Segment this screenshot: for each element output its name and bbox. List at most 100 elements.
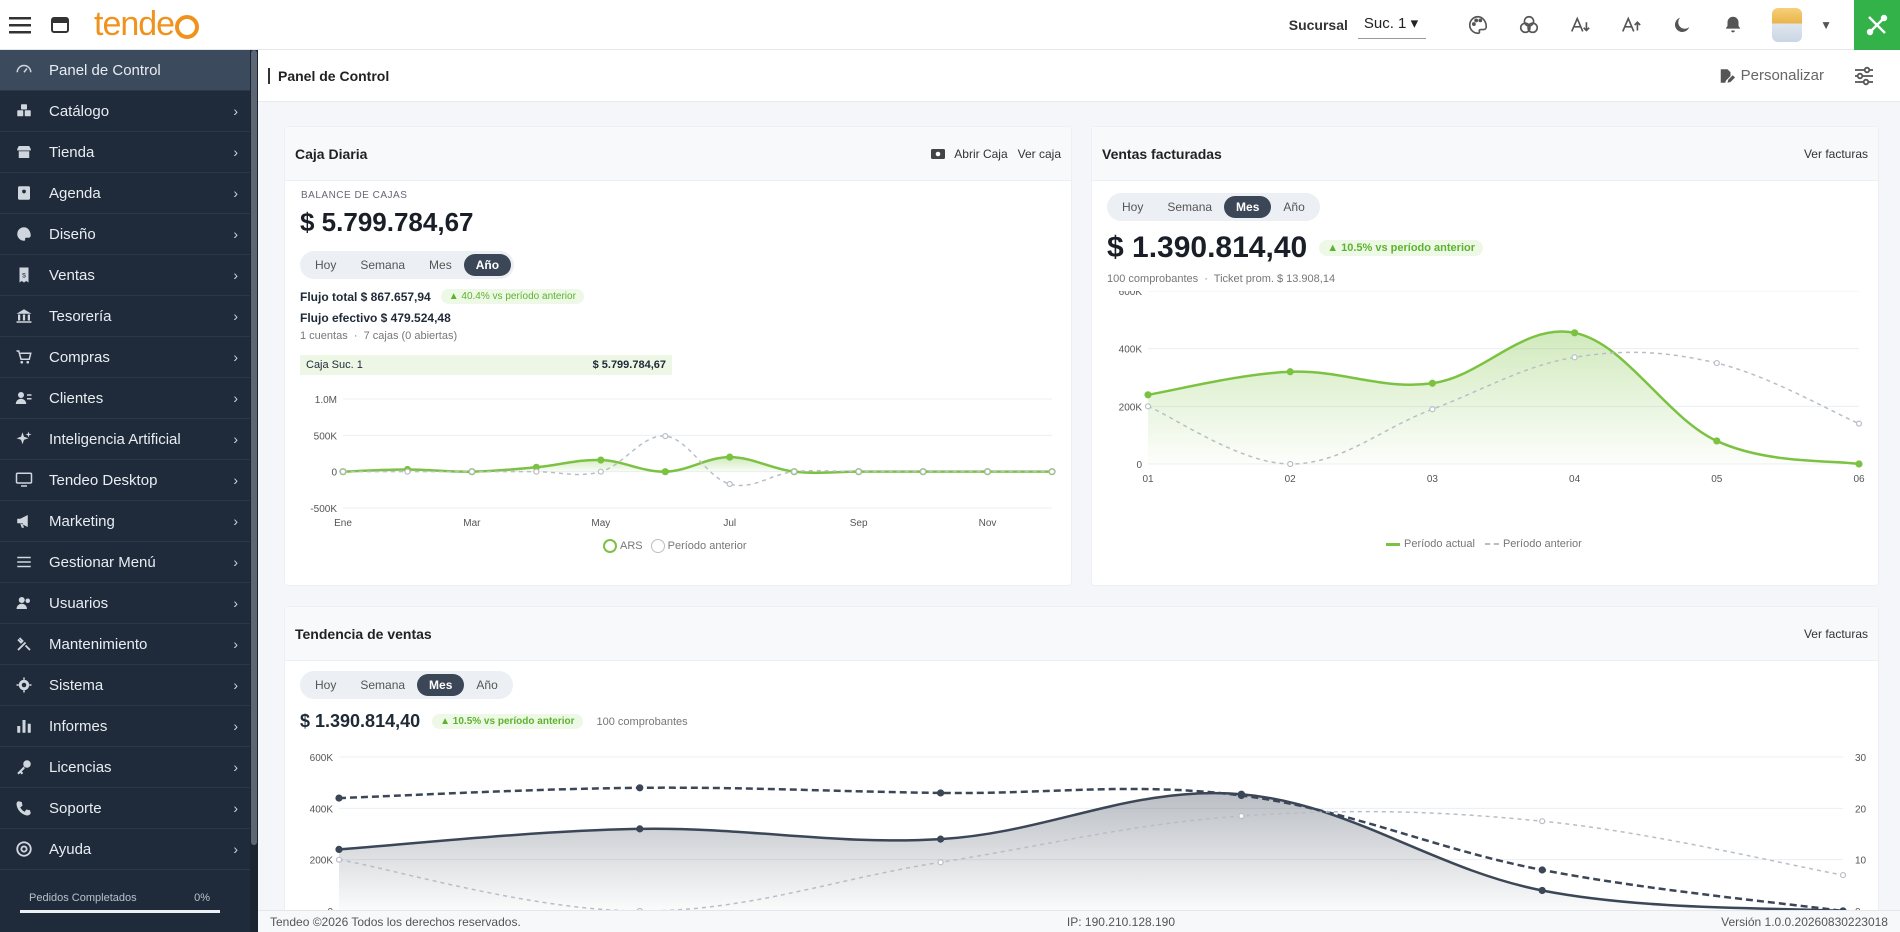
sidebar-scrollbar-thumb[interactable] [251,50,257,845]
series-comprobantes-line [338,786,1844,913]
sidebar-item-agenda[interactable]: Agenda › [0,173,250,214]
lifebuoy-icon [14,839,34,859]
sidebar-item-licencias[interactable]: Licencias › [0,747,250,788]
sidebar-item-ayuda[interactable]: Ayuda › [0,829,250,870]
ver-caja-link[interactable]: Ver caja [1017,146,1061,161]
series-periodo-anterior-point [984,468,991,475]
tab-mes[interactable]: Mes [417,674,465,696]
sidebar-item-label: Mantenimiento [49,635,148,653]
x-tick-label: 02 [1285,474,1297,485]
tab-mes[interactable]: Mes [1224,196,1272,218]
tab-hoy[interactable]: Hoy [315,258,337,272]
x-tick-label: 01 [1142,474,1154,485]
tendeo-logo[interactable]: tende [94,5,200,44]
sidebar-item-tesoreria[interactable]: Tesorería › [0,296,250,337]
caja-card-title: Caja Diaria [295,145,368,162]
sidebar-scrollbar[interactable] [250,50,258,932]
legend-anterior-icon[interactable] [1484,543,1499,545]
bell-icon[interactable] [1707,0,1758,50]
sidebar-item-label: Sistema [49,676,104,694]
sidebar-item-label: Ayuda [49,840,92,858]
legend-actual[interactable]: Período actual [1404,538,1475,550]
window-icon[interactable] [40,0,80,50]
tools-icon [14,634,34,654]
y-tick-label: 1.0M [315,395,337,406]
sidebar-item-gestionar-menu[interactable]: Gestionar Menú › [0,542,250,583]
series-periodo-anterior-point [937,859,944,866]
sidebar-item-ventas[interactable]: $ Ventas › [0,255,250,296]
font-decrease-icon[interactable] [1554,0,1605,50]
series-ventas-point [335,845,343,854]
tab-ano[interactable]: Año [463,254,512,276]
series-periodo-anterior-point [1287,460,1294,468]
abrir-caja-button[interactable]: Abrir Caja [930,147,1008,161]
sidebar-item-soporte[interactable]: Soporte › [0,788,250,829]
bank-icon [14,306,34,326]
x-tick-label: Sep [850,518,868,529]
chevron-right-icon: › [233,226,238,242]
tab-semana[interactable]: Semana [1167,200,1213,214]
series-ars-point [726,453,734,461]
moon-icon[interactable] [1656,0,1707,50]
x-tick-label: Ene [334,518,352,529]
sidebar-item-label: Diseño [49,225,96,243]
tendencia-ventas-card: Tendencia de ventas Ver facturas Hoy Sem… [284,606,1879,916]
series-periodo-actual-line [1147,330,1860,466]
sidebar: Panel de Control Catálogo › Tienda › Agenda › D… [0,50,258,932]
series-periodo-anterior-point [533,468,540,475]
personalize-label: Personalizar [1740,67,1824,84]
legend-ars[interactable]: ARS [620,540,643,552]
sidebar-item-sistema[interactable]: Sistema › [0,665,250,706]
tab-semana[interactable]: Semana [360,258,406,272]
legend-prev[interactable]: Período anterior [667,540,747,552]
legend-ars-icon[interactable] [603,539,617,553]
ver-facturas-link-2[interactable]: Ver facturas [1803,626,1868,641]
tab-mes[interactable]: Mes [429,258,452,272]
tab-semana[interactable]: Semana [360,678,406,692]
font-increase-icon[interactable] [1605,0,1656,50]
tools-corner-icon[interactable] [1854,0,1900,50]
cart-icon [14,347,34,367]
sidebar-item-tendeo-desktop[interactable]: Tendeo Desktop › [0,460,250,501]
tab-ano[interactable]: Año [476,678,498,692]
circles-icon[interactable] [1503,0,1554,50]
sidebar-item-catalogo[interactable]: Catálogo › [0,91,250,132]
tab-hoy[interactable]: Hoy [315,678,337,692]
chevron-right-icon: › [233,718,238,734]
hamburger-menu-icon[interactable] [0,0,40,50]
sidebar-item-compras[interactable]: Compras › [0,337,250,378]
sliders-icon[interactable] [1854,66,1874,86]
sidebar-item-usuarios[interactable]: Usuarios › [0,583,250,624]
sidebar-item-inteligencia-artificial[interactable]: Inteligencia Artificial › [0,419,250,460]
sidebar-item-tienda[interactable]: Tienda › [0,132,250,173]
series-periodo-actual-point [1571,329,1579,337]
sidebar-item-diseno[interactable]: Diseño › [0,214,250,255]
legend-actual-icon[interactable] [1386,542,1400,546]
palette-icon[interactable] [1452,0,1503,50]
series-periodo-anterior-point [597,468,604,475]
y-tick-label: 200K [1119,402,1143,413]
legend-prev-icon[interactable] [650,539,665,553]
legend-anterior[interactable]: Período anterior [1502,538,1582,550]
ver-facturas-link[interactable]: Ver facturas [1803,146,1868,161]
personalize-button[interactable]: Personalizar [1717,67,1824,85]
sucursal-select[interactable]: Suc. 1 ▾ [1357,12,1427,39]
sidebar-item-clientes[interactable]: Clientes › [0,378,250,419]
sidebar-item-mantenimiento[interactable]: Mantenimiento › [0,624,250,665]
tab-ano[interactable]: Año [1283,200,1305,214]
flujo-total-badge: ▲ 40.4% vs período anterior [440,289,584,304]
sidebar-item-label: Usuarios [49,594,109,612]
avatar[interactable] [1772,8,1803,42]
sidebar-item-label: Tesorería [49,307,112,325]
sidebar-item-informes[interactable]: Informes › [0,706,250,747]
pedidos-progress-value: 0% [194,892,210,904]
sidebar-item-panel-de-control[interactable]: Panel de Control [0,50,250,91]
chevron-right-icon: › [233,144,238,160]
ventas-facturadas-card: Ventas facturadas Ver facturas Hoy Seman… [1091,126,1879,586]
user-menu-caret-icon[interactable]: ▼ [1820,18,1832,32]
tab-hoy[interactable]: Hoy [1122,200,1144,214]
series-periodo-anterior-point [1839,871,1847,879]
store-icon [14,142,34,162]
sidebar-item-marketing[interactable]: Marketing › [0,501,250,542]
phone-icon [14,798,34,818]
